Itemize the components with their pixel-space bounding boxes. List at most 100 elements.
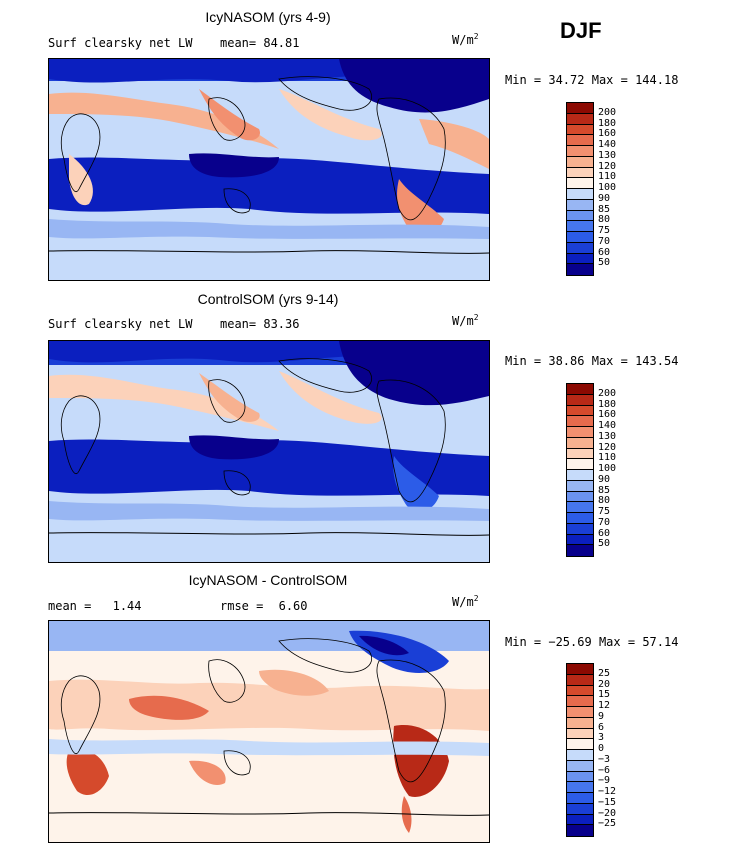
panel1-mean-value: 84.81 [263,36,300,50]
colorbar-tick-label: 9 [598,710,605,722]
panel2-map [48,340,490,563]
panel3-mean-label: mean = [48,599,92,613]
colorbar-swatch [567,156,593,168]
colorbar-tick-label: 60 [598,527,611,539]
colorbar-swatch [567,384,593,395]
colorbar-tick-label: 75 [598,506,611,517]
colorbar-swatch [567,707,593,718]
colorbar-tick-label: −12 [598,786,617,797]
colorbar-swatch [567,771,593,783]
colorbar-tick-label: −9 [598,775,611,787]
colorbar-tick-label: 200 [598,106,617,118]
colorbar-tick-label: 6 [598,721,605,733]
colorbar-swatch [567,760,593,772]
colorbar-swatch [567,782,593,793]
colorbar-swatch [567,135,593,146]
panel3-colorbar [566,663,594,837]
colorbar-swatch [567,523,593,535]
colorbar-tick-label: 180 [598,398,617,410]
panel2-mean-value: 83.36 [263,317,300,331]
colorbar-swatch [567,405,593,417]
panel1-max-value: 144.18 [635,73,679,87]
panel1-min-value: 34.72 [548,73,585,87]
colorbar-swatch [567,232,593,243]
colorbar-tick-label: 130 [598,430,617,442]
panel2-max-value: 143.54 [635,354,679,368]
colorbar-tick-label: 80 [598,214,611,226]
panel1-map-svg [49,59,489,280]
panel1-variable: Surf clearsky net LW [48,36,193,50]
colorbar-tick-label: −3 [598,753,611,765]
colorbar-swatch [567,178,593,189]
colorbar-swatch [567,825,593,836]
colorbar-swatch [567,502,593,513]
colorbar-tick-label: 0 [598,743,605,754]
colorbar-tick-label: −15 [598,796,617,808]
colorbar-tick-label: 130 [598,149,617,161]
panel3-map-svg [49,621,489,842]
colorbar-tick-label: 70 [598,516,611,528]
colorbar-swatch [567,103,593,114]
colorbar-swatch [567,253,593,265]
panel1-min: Min = 34.72 Max = 144.18 [505,73,678,87]
colorbar-tick-label: 15 [598,689,611,701]
colorbar-swatch [567,221,593,232]
panel3-mean-value: 1.44 [112,599,142,613]
colorbar-tick-label: −20 [598,807,617,819]
colorbar-tick-label: 100 [598,463,617,474]
panel1-mean-label: mean= [220,36,257,50]
colorbar-swatch [567,750,593,761]
panel1-mean: mean= 84.81 [220,36,299,50]
colorbar-swatch [567,394,593,406]
colorbar-swatch [567,534,593,546]
panel3-min-label: Min = [505,635,542,649]
colorbar-tick-label: 75 [598,225,611,236]
panel1-units: W/m2 [452,32,479,47]
colorbar-tick-label: 50 [598,257,611,269]
colorbar-swatch [567,427,593,438]
colorbar-tick-label: 80 [598,495,611,507]
season-label: DJF [560,18,602,43]
colorbar-tick-label: 90 [598,473,611,485]
panel2-title: ControlSOM (yrs 9-14) [197,291,339,307]
colorbar-swatch [567,124,593,136]
colorbar-tick-label: 85 [598,203,611,215]
colorbar-tick-label: 140 [598,420,617,431]
colorbar-swatch [567,685,593,697]
colorbar-tick-label: 110 [598,171,617,183]
colorbar-tick-label: 160 [598,128,617,140]
colorbar-swatch [567,728,593,740]
colorbar-tick-label: 3 [598,732,605,744]
colorbar-swatch [567,199,593,211]
panel3-title: IcyNASOM - ControlSOM [188,572,348,588]
colorbar-swatch [567,448,593,460]
colorbar-tick-label: 200 [598,387,617,399]
colorbar-swatch [567,480,593,492]
colorbar-tick-label: 12 [598,700,611,711]
panel2-min-label: Min = [505,354,542,368]
colorbar-swatch [567,210,593,222]
panel3-map [48,620,490,843]
panel3-max-value: 57.14 [642,635,679,649]
panel3-rmse-label: rmse = [220,599,264,613]
colorbar-tick-label: 70 [598,235,611,247]
colorbar-swatch [567,545,593,556]
panel3-min-value: −25.69 [548,635,592,649]
colorbar-tick-label: 60 [598,246,611,258]
panel2-mean: mean= 83.36 [220,317,299,331]
colorbar-swatch [567,491,593,503]
colorbar-tick-label: 20 [598,678,611,690]
colorbar-tick-label: 100 [598,182,617,193]
panel1-title: IcyNASOM (yrs 4-9) [205,9,331,25]
colorbar-swatch [567,717,593,729]
colorbar-tick-label: 25 [598,667,611,679]
colorbar-swatch [567,739,593,750]
panel3-max-label: Max = [598,635,636,649]
colorbar-swatch [567,696,593,707]
colorbar-swatch [567,416,593,427]
colorbar-swatch [567,437,593,449]
colorbar-swatch [567,113,593,125]
panel1-map [48,58,490,281]
panel3-units: W/m2 [452,594,479,609]
panel1-max-label: Max = [591,73,628,87]
